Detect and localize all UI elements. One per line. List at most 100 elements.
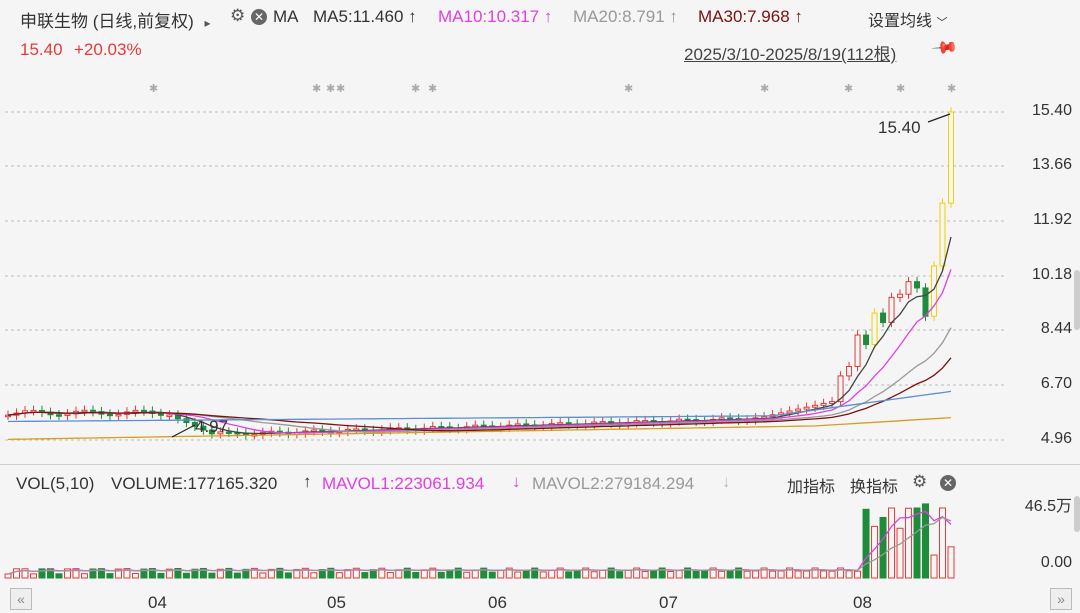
volume-bar	[675, 570, 683, 579]
candle-body	[829, 401, 836, 404]
volume-bar	[72, 568, 80, 579]
volume-arrow-icon: ↑	[303, 472, 312, 491]
stock-title-label: 申联生物 (日线,前复权)	[20, 12, 194, 31]
indicator-gear-icon[interactable]: ⚙	[912, 472, 928, 491]
volume-bar	[947, 546, 955, 579]
volume-bar	[106, 573, 114, 579]
candle-body	[106, 413, 113, 417]
ma30-arrow-icon: ↑	[794, 7, 803, 26]
candle-body	[846, 365, 853, 377]
volume-bar	[565, 571, 573, 579]
volume-axis-max: 46.5万	[1024, 498, 1072, 515]
event-marker-icon: ✱	[149, 83, 158, 95]
candle-body	[225, 431, 232, 434]
pin-icon[interactable]: 📌	[930, 33, 960, 62]
ma-close-icon[interactable]: ✕	[251, 9, 267, 25]
volume-bar	[692, 570, 700, 579]
candle-body	[64, 413, 71, 416]
candle-body	[812, 404, 819, 408]
volume-bar	[769, 570, 777, 579]
add-indicator-button[interactable]: 加指标	[787, 479, 836, 496]
volume-bar	[429, 567, 437, 579]
volume-bar	[786, 567, 794, 579]
volume-bar	[735, 567, 743, 579]
candle-body	[30, 409, 37, 413]
mavol1-arrow-icon: ↓	[512, 472, 521, 491]
current-price: 15.40	[20, 40, 63, 59]
candle-body	[914, 281, 921, 289]
scroll-right-button[interactable]: »	[1050, 588, 1072, 610]
scroll-left-button[interactable]: «	[10, 588, 32, 610]
volume-bar	[641, 571, 649, 579]
volume-panel-scrollbar[interactable]	[1074, 496, 1080, 532]
volume-bar	[939, 507, 947, 579]
volume-bar	[301, 567, 309, 579]
ma10-arrow-icon: ↑	[543, 7, 553, 26]
volume-bar	[505, 567, 513, 579]
volume-bar	[284, 572, 292, 579]
candle-body	[888, 296, 895, 323]
volume-bar	[905, 507, 913, 579]
date-range[interactable]: 2025/3/10-2025/8/19(112根)	[684, 45, 897, 64]
event-marker-icon: ✱	[428, 83, 437, 95]
volume-bar	[437, 571, 445, 579]
candle-body	[897, 293, 904, 298]
candle-body	[905, 281, 912, 295]
volume-bar	[378, 567, 386, 579]
volume-bar	[514, 571, 522, 579]
event-marker-icon: ✱	[844, 83, 853, 95]
candle-body	[166, 414, 173, 417]
volume-bar	[361, 572, 369, 579]
volume-bar	[114, 568, 122, 579]
volume-bar	[709, 567, 717, 579]
candle-body	[718, 417, 725, 420]
volume-bar	[199, 567, 207, 579]
volume-bar	[157, 572, 165, 579]
price-axis-label: 11.92	[1033, 211, 1072, 228]
ma120-line	[7, 416, 952, 441]
volume-bar	[250, 567, 258, 579]
volume-bar	[46, 568, 54, 579]
volume-bar	[123, 568, 131, 579]
ma-settings-button[interactable]: 设置均线 ﹀	[868, 7, 947, 31]
candle-body	[310, 429, 317, 433]
ma20-line	[7, 327, 952, 433]
volume-chart[interactable]	[0, 495, 1080, 585]
volume-bar	[726, 570, 734, 579]
ma20-value: MA20:8.791	[573, 7, 665, 26]
volume-bar	[701, 570, 709, 579]
volume-bar	[811, 567, 819, 579]
x-tick-05: 05	[327, 593, 346, 612]
candle-body	[115, 413, 122, 417]
volume-bar	[556, 567, 564, 579]
volume-bar	[29, 573, 37, 579]
event-marker-icon: ✱	[624, 83, 633, 95]
indicator-close-icon[interactable]: ✕	[940, 475, 956, 491]
stock-title[interactable]: 申联生物 (日线,前复权) ▸	[20, 7, 211, 32]
event-marker-icon: ✱	[760, 83, 769, 95]
volume-bar	[471, 569, 479, 579]
volume-bar	[174, 568, 182, 579]
candle-body	[820, 402, 827, 406]
volume-bar	[21, 568, 29, 579]
volume-bar	[454, 567, 462, 579]
title-dropdown-icon[interactable]: ▸	[204, 16, 211, 30]
x-tick-04: 04	[148, 593, 167, 612]
candle-body	[786, 410, 793, 414]
volume-bar	[718, 570, 726, 579]
candlestick-chart[interactable]: ✱ ✱ ✱ ✱ ✱ ✱ ✱ ✱ ✱ ✱ ✱	[0, 70, 1080, 470]
ma-settings-gear-icon[interactable]: ⚙	[230, 6, 246, 25]
volume-bar	[165, 568, 173, 579]
candle-body	[55, 414, 62, 417]
x-tick-07: 07	[659, 593, 678, 612]
switch-indicator-button[interactable]: 换指标	[850, 479, 899, 496]
volume-bar	[573, 569, 581, 579]
price-axis-label: 8.44	[1040, 320, 1072, 337]
ma20-arrow-icon: ↑	[669, 7, 678, 26]
volume-bar	[208, 572, 216, 579]
high-price-label: 15.40	[878, 118, 921, 137]
price-change: +20.03%	[74, 40, 142, 59]
price-panel-scrollbar[interactable]	[1074, 270, 1080, 330]
volume-bar	[667, 570, 675, 579]
event-marker-icon: ✱	[896, 83, 905, 95]
